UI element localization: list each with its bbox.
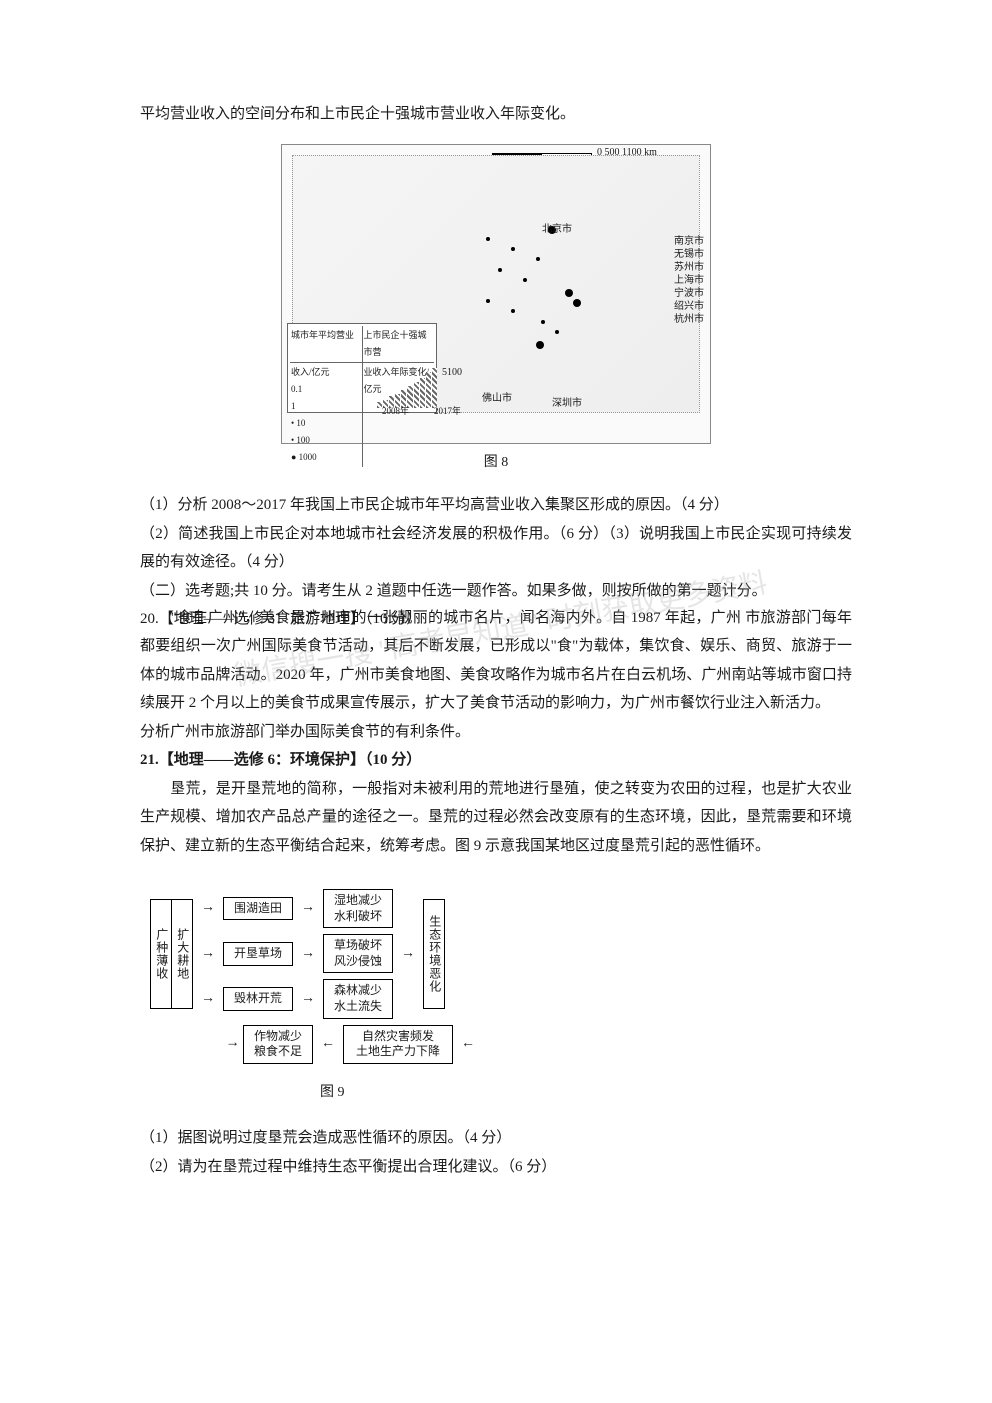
q21-para1: 垦荒，是开垦荒地的简称，一般指对未被利用的荒地进行垦殖，使之转变为农田的过程，也… <box>140 775 852 861</box>
figure-9-diagram: 广种薄收 扩大耕地 → 围湖造田 → 湿地减少 水利破坏 → 开垦草场 → 草场… <box>140 875 493 1074</box>
city-label: 深圳市 <box>552 394 582 413</box>
city-label: 苏州市 <box>674 261 704 274</box>
question-1: （1）分析 2008～2017 年我国上市民企城市年平均高营业收入集聚区形成的原… <box>140 491 852 520</box>
figure-8-map: ↑N 0 500 1100 km 南京市 无锡市 苏州市 上海市 宁波市 绍兴 <box>281 144 711 444</box>
diagram-box: 湿地减少 水利破坏 <box>323 889 393 928</box>
diagram-box: 作物减少 粮食不足 <box>243 1025 313 1064</box>
arrow-icon: → <box>293 986 323 1013</box>
arrow-icon: → <box>193 895 223 922</box>
arrow-icon: → <box>293 941 323 968</box>
city-label: 南京市 <box>674 235 704 248</box>
year-end: 2017年 <box>434 403 461 420</box>
question-2-3: （2）简述我国上市民企对本地城市社会经济发展的积极作用。（6 分）（3）说明我国… <box>140 520 852 577</box>
diagram-middle-column: → 围湖造田 → 湿地减少 水利破坏 → 开垦草场 → 草场破坏 风沙侵蚀 → … <box>193 889 393 1019</box>
city-label: 杭州市 <box>674 313 704 326</box>
diagram-box: 开垦草场 <box>223 942 293 966</box>
arrow-icon: → <box>393 941 423 968</box>
bar-chart: 5100 <box>377 368 437 408</box>
arrow-icon: ← <box>453 1031 483 1058</box>
diagram-box: 草场破坏 风沙侵蚀 <box>323 934 393 973</box>
year-labels: 2008年 2017年 <box>382 403 461 420</box>
legend-header: 城市年平均营业 <box>290 326 363 362</box>
legend-value: • 100 <box>291 432 361 449</box>
legend-header: 上市民企十强城市营 <box>363 326 435 362</box>
intro-line: 平均营业收入的空间分布和上市民企十强城市营业收入年际变化。 <box>140 100 852 129</box>
year-start: 2008年 <box>382 403 409 420</box>
q21-question-2: （2）请为在垦荒过程中维持生态平衡提出合理化建议。（6 分） <box>140 1153 852 1182</box>
city-label: 无锡市 <box>674 248 704 261</box>
diagram-left-sub: 扩大耕地 <box>171 899 193 1009</box>
arrow-icon: → <box>293 895 323 922</box>
legend-sub: 收入/亿元 <box>291 364 361 381</box>
diagram-box: 围湖造田 <box>223 897 293 921</box>
city-labels: 南京市 无锡市 苏州市 上海市 宁波市 绍兴市 杭州市 <box>674 235 704 326</box>
arrow-icon: → <box>193 986 223 1013</box>
q20-para1: "食在广州"，美食是广州市的一张靓丽的城市名片，闻名海内外。自 1987 年起，… <box>140 604 852 718</box>
city-label: 北京市 <box>542 220 572 239</box>
diagram-right-box: 生态环境恶化 <box>423 899 445 1009</box>
city-label: 上海市 <box>674 274 704 287</box>
diagram-box: 自然灾害频发 土地生产力下降 <box>343 1025 453 1064</box>
diagram-box: 毁林开荒 <box>223 987 293 1011</box>
arrow-icon: ↑ <box>218 1033 245 1056</box>
legend-value: ● 1000 <box>291 449 361 466</box>
arrow-icon: ← <box>313 1031 343 1058</box>
figure-8-caption: 图 8 <box>140 450 852 477</box>
diagram-bottom-row: ↑ 作物减少 粮食不足 ← 自然灾害频发 土地生产力下降 ← <box>220 1025 483 1064</box>
legend-value: 0.1 <box>291 381 361 398</box>
arrow-icon: → <box>193 941 223 968</box>
section-2-header: （二）选考题;共 10 分。请考生从 2 道题中任选一题作答。如果多做，则按所做… <box>140 577 852 606</box>
bar-max-label: 5100 <box>442 363 462 382</box>
figure-9-caption: 图 9 <box>320 1080 852 1107</box>
q21-title: 21.【地理——选修 6：环境保护】（10 分） <box>140 746 852 775</box>
legend-value: 1 <box>291 398 361 415</box>
diagram-box: 森林减少 水土流失 <box>323 979 393 1018</box>
city-label: 绍兴市 <box>674 300 704 313</box>
diagram-left-box: 广种薄收 <box>150 899 172 1009</box>
legend-value: • 10 <box>291 415 361 432</box>
figure-8-container: ↑N 0 500 1100 km 南京市 无锡市 苏州市 上海市 宁波市 绍兴 <box>140 144 852 477</box>
q21-question-1: （1）据图说明过度垦荒会造成恶性循环的原因。（4 分） <box>140 1124 852 1153</box>
city-label: 佛山市 <box>482 389 512 408</box>
q20-para2: 分析广州市旅游部门举办国际美食节的有利条件。 <box>140 718 852 747</box>
city-label: 宁波市 <box>674 287 704 300</box>
figure-9-container: 广种薄收 扩大耕地 → 围湖造田 → 湿地减少 水利破坏 → 开垦草场 → 草场… <box>140 875 852 1106</box>
